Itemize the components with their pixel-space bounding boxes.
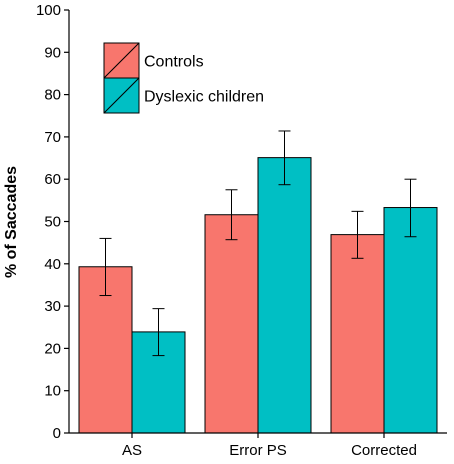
x-tick-label-2: Corrected	[351, 442, 417, 459]
bar-1-0	[204, 214, 259, 434]
plot-area: 0 10 20 30 40 50 60 70 80 90 100 AS Error PS Correcte…	[36, 2, 447, 459]
y-tick-label-2: 20	[44, 340, 61, 357]
y-tick-label-9: 90	[44, 44, 61, 61]
y-tick-label-3: 30	[44, 298, 61, 315]
legend-label-0: Controls	[144, 54, 204, 71]
legend-swatch-diagonal-0	[103, 42, 140, 79]
legend: Controls Dyslexic children	[103, 42, 264, 114]
y-tick-label-10: 100	[36, 2, 61, 19]
bar-1-1	[257, 157, 312, 434]
y-tick-label-8: 80	[44, 87, 61, 104]
y-axis-title: % of Saccades	[3, 166, 20, 278]
bar-2-0	[330, 234, 385, 434]
y-tick-label-5: 50	[44, 214, 61, 231]
x-tick-label-1: Error PS	[229, 442, 287, 459]
y-tick-label-1: 10	[44, 383, 61, 400]
x-tick-label-0: AS	[122, 442, 142, 459]
legend-swatch-diagonal-1	[103, 77, 140, 114]
y-tick-label-4: 40	[44, 256, 61, 273]
legend-label-1: Dyslexic children	[144, 89, 264, 106]
bar-2-1	[383, 207, 438, 434]
y-tick-label-7: 70	[44, 129, 61, 146]
y-tick-label-6: 60	[44, 171, 61, 188]
y-tick-label-0: 0	[53, 425, 61, 442]
